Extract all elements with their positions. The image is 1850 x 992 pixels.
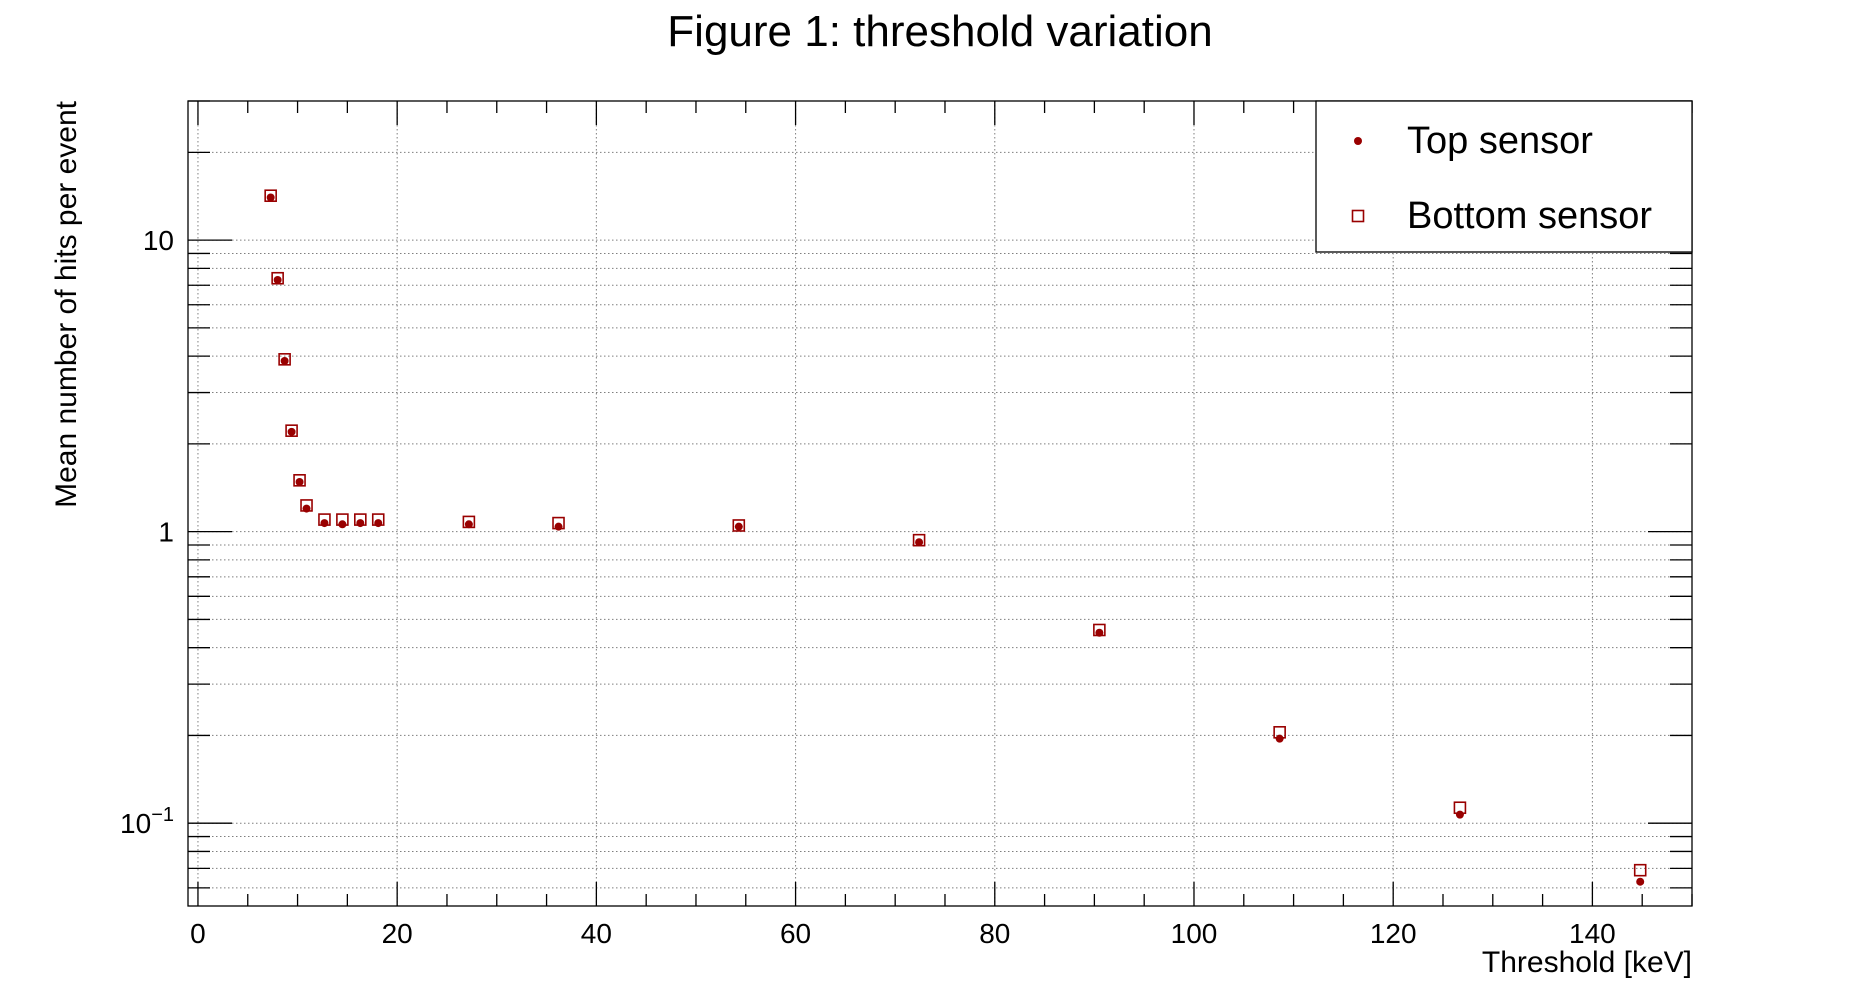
axis-ticks: [188, 100, 1693, 906]
bottom-sensor-point: [1093, 623, 1106, 637]
y-tick-label: 10: [143, 225, 174, 256]
top-sensor-point: [338, 520, 347, 529]
top-sensor-point: [287, 427, 296, 436]
bottom-sensor-point: [371, 513, 385, 526]
data-markers: [264, 189, 1647, 886]
legend-marker-bottom-sensor: [1351, 209, 1365, 223]
plot-frame: [187, 100, 1693, 907]
top-sensor-point: [1275, 734, 1284, 743]
bottom-sensor-point: [1633, 863, 1647, 877]
bottom-sensor-point: [293, 474, 306, 487]
bottom-sensor-point: [912, 533, 926, 547]
tick-labels: 0 20 40 60 80 100 120 140 10 1 10−1: [120, 225, 1616, 949]
bottom-sensor-point: [271, 271, 284, 285]
top-sensor-point: [915, 538, 924, 547]
top-sensor-point: [1455, 810, 1464, 819]
x-tick-label: 60: [780, 918, 811, 949]
legend-label: Bottom sensor: [1407, 195, 1652, 237]
top-sensor-point: [266, 193, 275, 202]
chart-title: Figure 1: threshold variation: [667, 7, 1212, 56]
bottom-sensor-point: [1273, 726, 1286, 739]
top-sensor-point: [356, 519, 365, 528]
legend: Top sensor Bottom sensor: [1315, 100, 1693, 253]
x-tick-label: 120: [1370, 918, 1417, 949]
bottom-sensor-point: [318, 513, 331, 526]
top-sensor-point: [320, 519, 329, 528]
top-sensor-point: [273, 275, 282, 284]
bottom-sensor-point: [300, 499, 313, 512]
top-sensor-point: [1636, 877, 1645, 886]
bottom-sensor-point: [336, 513, 349, 526]
x-tick-label: 80: [979, 918, 1010, 949]
x-axis-label: Threshold [keV]: [1482, 946, 1692, 979]
bottom-sensor-point: [552, 516, 565, 530]
legend-box: [1315, 100, 1693, 253]
bottom-sensor-point: [264, 189, 277, 203]
y-tick-label: 1: [158, 517, 174, 548]
x-tick-label: 140: [1569, 918, 1616, 949]
bottom-sensor-point: [285, 424, 298, 437]
top-sensor-point: [734, 522, 743, 531]
top-sensor-point: [374, 519, 383, 528]
bottom-sensor-point: [462, 515, 476, 529]
y-axis-label: Mean number of hits per event: [50, 100, 83, 508]
x-tick-label: 40: [581, 918, 612, 949]
top-sensor-point: [280, 356, 289, 365]
bottom-sensor-point: [278, 353, 291, 366]
x-tick-label: 0: [190, 918, 206, 949]
top-sensor-point: [295, 478, 304, 487]
y-tick-label: 10−1: [120, 804, 174, 839]
legend-label: Top sensor: [1407, 120, 1593, 162]
bottom-sensor-point: [732, 519, 746, 532]
bottom-sensor-point: [354, 513, 367, 526]
bottom-sensor-point: [1453, 801, 1467, 815]
top-sensor-point: [464, 520, 473, 529]
legend-marker-top-sensor: [1354, 137, 1362, 145]
x-tick-label: 20: [382, 918, 413, 949]
top-sensor-point: [554, 522, 563, 531]
x-tick-label: 100: [1171, 918, 1218, 949]
